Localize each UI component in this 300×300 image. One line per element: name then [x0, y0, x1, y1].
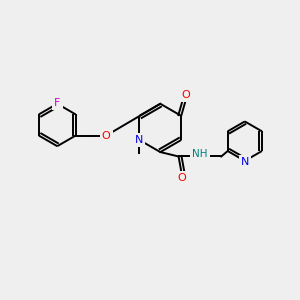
Text: O: O	[177, 173, 186, 183]
Text: F: F	[54, 98, 60, 108]
Text: N: N	[135, 135, 143, 145]
Text: N: N	[241, 157, 249, 167]
Text: NH: NH	[192, 149, 208, 159]
Text: O: O	[102, 130, 111, 141]
Text: O: O	[181, 90, 190, 100]
